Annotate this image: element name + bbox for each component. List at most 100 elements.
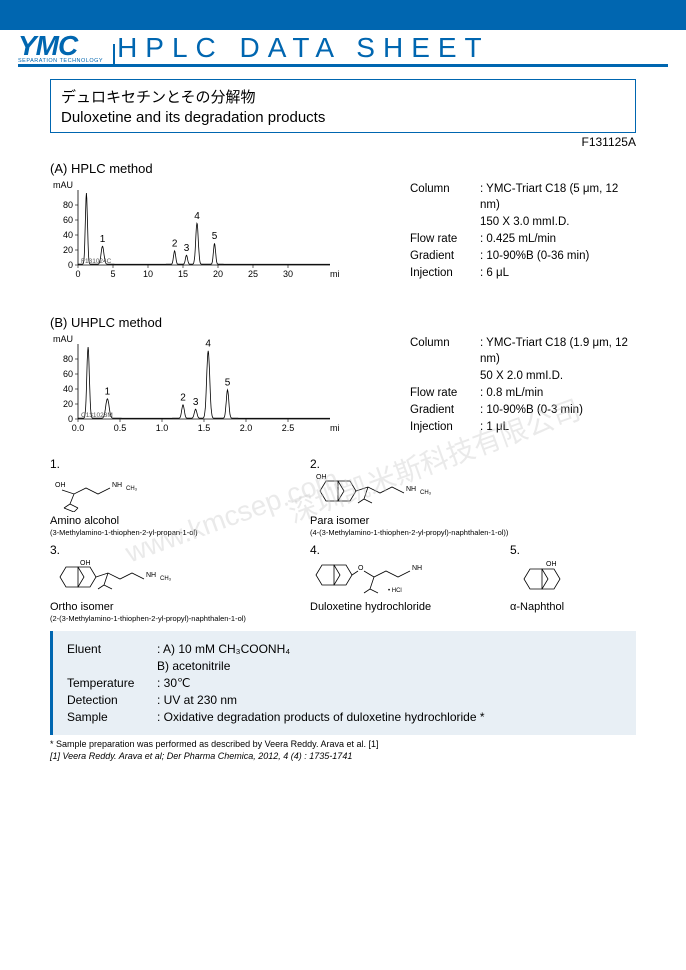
svg-text:F131024C: F131024C (81, 258, 112, 265)
svg-text:OH: OH (546, 561, 557, 568)
param-value: : YMC-Triart C18 (5 μm, 12 nm) (480, 181, 636, 213)
cond-label: Temperature (67, 676, 157, 690)
param-label: Injection (410, 419, 480, 435)
param-value: : YMC-Triart C18 (1.9 μm, 12 nm) (480, 335, 636, 367)
param-label: Flow rate (410, 385, 480, 401)
structure-icon: OHNHCH₃ (310, 471, 630, 513)
param-label: Gradient (410, 402, 480, 418)
compound-5: 5. OH α-Naphthol (510, 543, 630, 623)
svg-text:C131023M: C131023M (81, 412, 113, 419)
svg-text:30: 30 (283, 269, 293, 279)
compound-number: 4. (310, 543, 510, 557)
svg-text:OH: OH (55, 482, 66, 489)
param-value: : 1 μL (480, 419, 636, 435)
svg-text:CH₃: CH₃ (160, 576, 172, 582)
svg-text:60: 60 (63, 369, 73, 379)
compound-number: 3. (50, 543, 310, 557)
compound-subname: (4-(3-Methylamino-1-thiophen-2-yl-propyl… (310, 528, 630, 537)
svg-text:5: 5 (225, 378, 231, 389)
svg-text:1.0: 1.0 (156, 423, 169, 433)
method-a-title: (A) HPLC method (50, 161, 636, 176)
param-label: Column (410, 335, 480, 367)
compound-subname: (3-Methylamino-1-thiophen-2-yl-propan-1-… (50, 528, 310, 537)
svg-text:60: 60 (63, 215, 73, 225)
svg-text:25: 25 (248, 269, 258, 279)
param-value: : 0.425 mL/min (480, 231, 636, 247)
title-jp: デュロキセチンとその分解物 (61, 86, 625, 107)
compound-subname: (2-(3-Methylamino-1-thiophen-2-yl-propyl… (50, 614, 310, 623)
svg-text:0.5: 0.5 (114, 423, 127, 433)
svg-text:5: 5 (212, 231, 218, 242)
method-a-params: Column: YMC-Triart C18 (5 μm, 12 nm) 150… (350, 180, 636, 295)
method-b-title: (B) UHPLC method (50, 315, 636, 330)
structure-icon: OHNHCH₃ (50, 471, 310, 513)
logo: YMC SEPARATION TECHNOLOGY (18, 32, 103, 64)
svg-text:mAU: mAU (53, 180, 73, 190)
chromatogram-a: 020406080mAU051015202530min12345F131024C (50, 180, 350, 295)
compound-4: 4. O NH • HCl Duloxetine hydrochloride (310, 543, 510, 623)
param-value: : 6 μL (480, 265, 636, 281)
param-value: : 10-90%B (0-3 min) (480, 402, 636, 418)
compound-1: 1. OHNHCH₃ Amino alcohol (3-Methylamino-… (50, 457, 310, 537)
footnote-2: [1] Veera Reddy. Arava et al; Der Pharma… (50, 751, 636, 761)
param-label: Flow rate (410, 231, 480, 247)
section-method-a: (A) HPLC method 020406080mAU051015202530… (50, 161, 636, 295)
method-b-params: Column: YMC-Triart C18 (1.9 μm, 12 nm) 5… (350, 334, 636, 449)
svg-text:3: 3 (193, 397, 199, 408)
svg-text:80: 80 (63, 354, 73, 364)
svg-text:0: 0 (68, 260, 73, 270)
svg-text:0.0: 0.0 (72, 423, 85, 433)
structure-icon: OH (510, 557, 630, 599)
cond-label: Eluent (67, 642, 157, 656)
chromatogram-b: 020406080mAU0.00.51.01.52.02.5min12345C1… (50, 334, 350, 449)
svg-text:20: 20 (63, 245, 73, 255)
svg-text:mAU: mAU (53, 334, 73, 344)
header-bar (0, 0, 686, 30)
param-label: Injection (410, 265, 480, 281)
svg-text:10: 10 (143, 269, 153, 279)
svg-text:20: 20 (213, 269, 223, 279)
svg-text:2: 2 (172, 239, 178, 250)
svg-text:3: 3 (184, 243, 190, 254)
svg-text:CH₃: CH₃ (126, 486, 138, 492)
svg-text:• HCl: • HCl (388, 588, 402, 594)
param-value: 50 X 2.0 mmI.D. (480, 368, 636, 384)
header-title: HPLC DATA SHEET (117, 32, 490, 64)
param-value: 150 X 3.0 mmI.D. (480, 214, 636, 230)
compound-name: Para isomer (310, 515, 630, 527)
param-label: Gradient (410, 248, 480, 264)
logo-text: YMC (18, 32, 103, 60)
cond-value: B) acetonitrile (157, 659, 230, 673)
svg-text:4: 4 (205, 339, 211, 350)
cond-value: : UV at 230 nm (157, 693, 237, 707)
cond-value: : 30℃ (157, 676, 191, 690)
footnote-1: * Sample preparation was performed as de… (50, 739, 636, 749)
svg-text:NH: NH (412, 565, 422, 572)
svg-text:1.5: 1.5 (198, 423, 211, 433)
compounds: 1. OHNHCH₃ Amino alcohol (3-Methylamino-… (50, 457, 636, 623)
conditions-box: Eluent: A) 10 mM CH₃COONH₄ B) acetonitri… (50, 631, 636, 735)
cond-value: : A) 10 mM CH₃COONH₄ (157, 642, 290, 656)
compound-number: 1. (50, 457, 310, 471)
svg-text:1: 1 (100, 234, 106, 245)
cond-label: Sample (67, 710, 157, 724)
svg-text:0: 0 (75, 269, 80, 279)
svg-text:NH: NH (406, 486, 416, 493)
svg-text:40: 40 (63, 230, 73, 240)
compound-name: Duloxetine hydrochloride (310, 601, 510, 613)
cond-label: Detection (67, 693, 157, 707)
compound-name: Ortho isomer (50, 601, 310, 613)
svg-text:2: 2 (180, 393, 186, 404)
compound-3: 3. OHNHCH₃ Ortho isomer (2-(3-Methylamin… (50, 543, 310, 623)
param-value: : 0.8 mL/min (480, 385, 636, 401)
svg-text:O: O (358, 565, 364, 572)
logo-row: YMC SEPARATION TECHNOLOGY HPLC DATA SHEE… (0, 30, 686, 64)
svg-text:OH: OH (80, 560, 91, 567)
compound-name: Amino alcohol (50, 515, 310, 527)
svg-text:1: 1 (105, 387, 111, 398)
document-id: F131125A (0, 135, 636, 149)
compound-number: 2. (310, 457, 630, 471)
svg-text:CH₃: CH₃ (420, 490, 432, 496)
param-value: : 10-90%B (0-36 min) (480, 248, 636, 264)
svg-text:80: 80 (63, 200, 73, 210)
